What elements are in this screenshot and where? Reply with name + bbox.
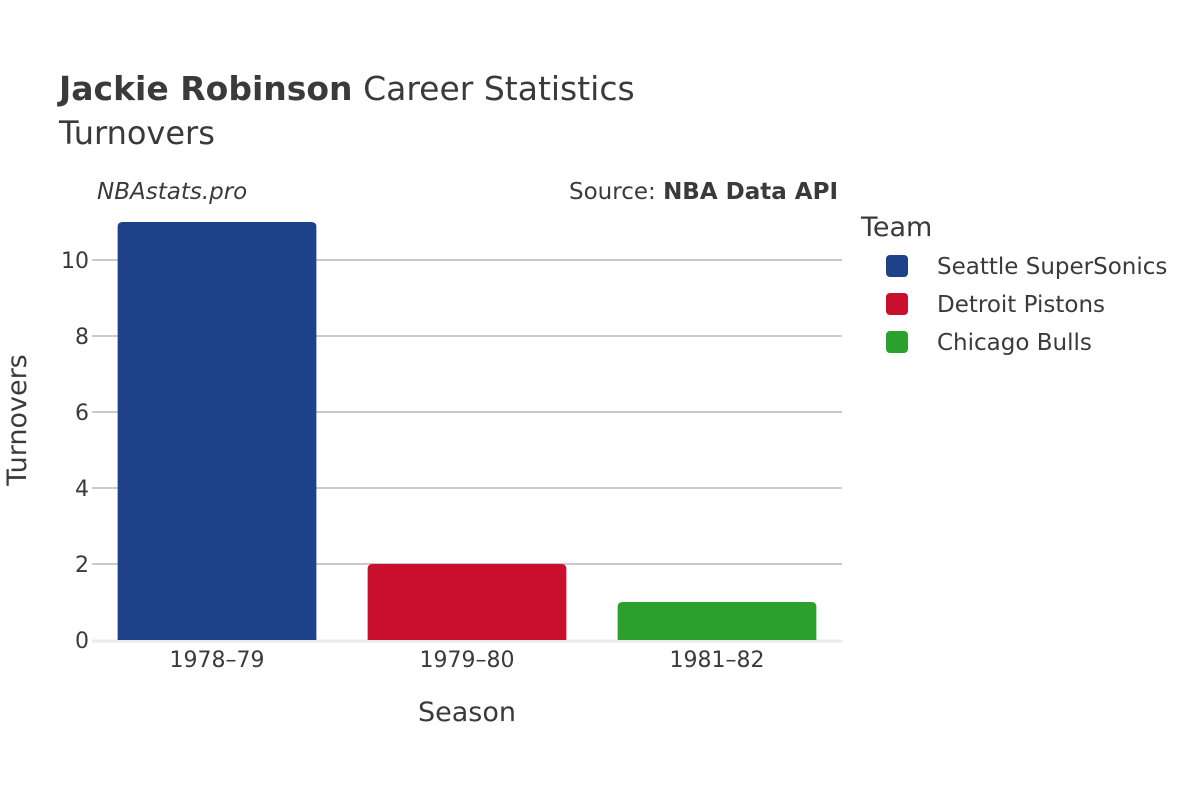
- y-tick-label: 2: [75, 553, 89, 578]
- bar-detroit-pistons: [367, 564, 567, 640]
- legend-swatch-detroit-pistons[interactable]: [886, 293, 908, 315]
- legend-swatch-chicago-bulls[interactable]: [886, 331, 908, 353]
- source-prefix: Source:: [569, 179, 663, 205]
- legend-label-seattle-supersonics[interactable]: Seattle SuperSonics: [937, 254, 1167, 280]
- y-axis: 0 2 4 6 8 10: [61, 249, 89, 654]
- legend-swatch-seattle-supersonics[interactable]: [886, 255, 908, 277]
- y-tick-label: 8: [75, 325, 89, 350]
- source-credit: Source: NBA Data API: [569, 179, 838, 205]
- watermark: NBAstats.pro: [97, 179, 247, 205]
- x-tick-label: 1978–79: [170, 648, 265, 673]
- y-tick-label: 0: [75, 629, 89, 654]
- chart-title-rest: [353, 69, 364, 108]
- bars: [117, 222, 817, 640]
- x-axis-title: Season: [418, 697, 516, 728]
- y-axis-title: Turnovers: [2, 354, 33, 487]
- legend: Seattle SuperSonics Detroit Pistons Chicag…: [886, 254, 1167, 356]
- chart-title-suffix: Career Statistics: [363, 69, 635, 108]
- legend-label-chicago-bulls[interactable]: Chicago Bulls: [937, 330, 1092, 356]
- legend-label-detroit-pistons[interactable]: Detroit Pistons: [937, 292, 1105, 318]
- y-tick-label: 10: [61, 249, 89, 274]
- chart-title: Jackie Robinson Career Statistics: [57, 69, 635, 108]
- y-tick-label: 6: [75, 401, 89, 426]
- legend-title: Team: [860, 212, 932, 243]
- bar-seattle-supersonics: [117, 222, 317, 640]
- bar-chicago-bulls: [617, 602, 817, 640]
- chart-subtitle: Turnovers: [58, 114, 215, 152]
- chart-title-player: Jackie Robinson: [57, 69, 353, 108]
- x-tick-label: 1979–80: [420, 648, 515, 673]
- x-tick-label: 1981–82: [670, 648, 765, 673]
- y-tick-label: 4: [75, 477, 89, 502]
- source-name: NBA Data API: [663, 179, 838, 205]
- x-axis: 1978–79 1979–80 1981–82: [170, 648, 765, 673]
